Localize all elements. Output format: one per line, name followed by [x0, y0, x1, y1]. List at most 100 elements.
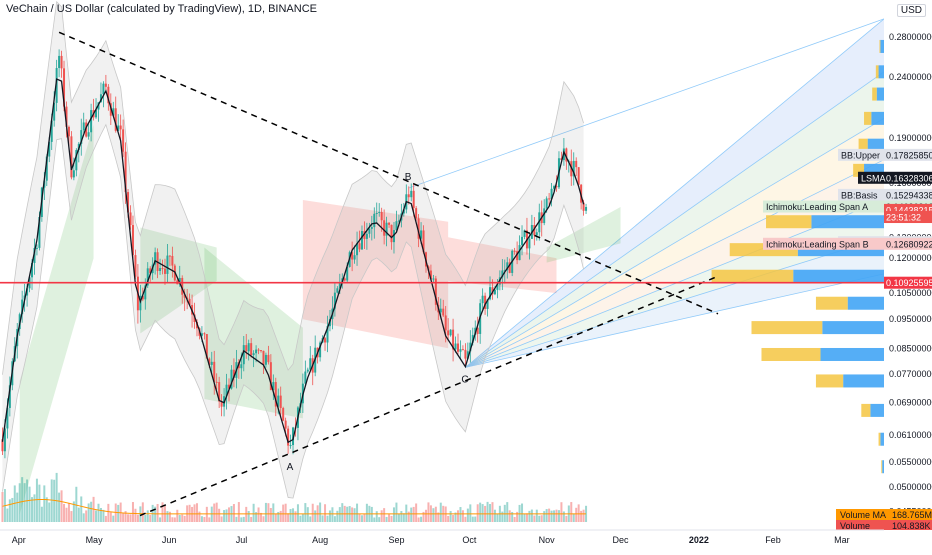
volume-bar: [45, 497, 48, 522]
volume-bar: [58, 492, 61, 522]
volume-bar: [183, 515, 186, 522]
candle-body: [65, 106, 68, 127]
volume-bar: [237, 502, 240, 522]
candle-body: [250, 343, 253, 356]
lsma-line: [1, 78, 585, 444]
volume-bar: [262, 516, 265, 522]
candle-body: [395, 221, 398, 231]
candle-body: [262, 350, 265, 365]
candle-body: [181, 277, 184, 295]
candle-body: [523, 230, 526, 237]
fib-fan-line: [465, 236, 885, 368]
volume-bar: [72, 501, 75, 522]
candle-body: [402, 209, 405, 214]
volume-bar: [85, 510, 88, 522]
point-label-a: A: [287, 462, 294, 473]
vp-bar-up: [858, 138, 868, 152]
candle-body: [548, 198, 551, 200]
candle-body: [351, 252, 354, 260]
candle-body: [585, 206, 588, 211]
vp-bar-up: [815, 296, 848, 310]
candle-body: [53, 102, 56, 121]
time-axis-bg: [0, 530, 932, 550]
volume-bar: [405, 504, 408, 522]
candle-body: [287, 428, 290, 446]
candle-body: [506, 262, 509, 271]
candle-body: [163, 268, 166, 274]
candle-body: [114, 108, 117, 131]
volume-bar: [173, 517, 176, 522]
volume-bar: [80, 496, 83, 522]
volume-bar: [294, 511, 297, 522]
volume-bar: [193, 504, 196, 522]
candle-body: [535, 232, 538, 236]
candle-body: [336, 288, 339, 293]
candle-body: [82, 122, 85, 131]
vp-bar-down: [820, 347, 884, 361]
volume-bar: [188, 504, 191, 522]
candle-body: [60, 55, 63, 69]
y-tick-label: 0.12000000: [889, 253, 932, 263]
volume-bar: [420, 516, 423, 522]
fib-fan-line: [465, 71, 885, 368]
candle-body: [533, 224, 536, 236]
candle-body: [543, 208, 546, 224]
candle-body: [449, 329, 452, 336]
volume-bar: [136, 514, 139, 522]
price-label-value: 0.15294338: [886, 190, 932, 200]
candle-body: [560, 158, 563, 161]
y-tick-label: 0.06100000: [889, 430, 932, 440]
candle-body: [575, 160, 578, 168]
candle-body: [420, 230, 423, 239]
volume-bar: [400, 511, 403, 522]
volume-bar: [181, 514, 184, 522]
candle-body: [26, 288, 29, 296]
x-tick-label: Jun: [162, 535, 177, 545]
candle-body: [452, 329, 455, 350]
volume-bar: [341, 503, 344, 522]
volume-bar: [168, 511, 171, 522]
currency-selector[interactable]: USD: [896, 4, 926, 17]
y-tick-label: 0.05000000: [889, 482, 932, 492]
volume-bar: [454, 512, 457, 522]
volume-bar: [513, 517, 516, 522]
vp-bar-up: [853, 163, 865, 177]
vp-bar-up: [864, 111, 872, 125]
candle-body: [476, 327, 479, 334]
candle-body: [208, 358, 211, 365]
price-label-name-bg: [763, 237, 884, 250]
candle-body: [188, 298, 191, 306]
volume-bar: [90, 501, 93, 522]
candle-body: [95, 109, 98, 118]
volume-bar: [21, 477, 24, 522]
volume-bar: [489, 504, 492, 522]
volume-bar: [501, 511, 504, 522]
volume-bar: [331, 507, 334, 522]
volume-bar: [43, 485, 46, 522]
volume-bar: [213, 503, 216, 522]
volume-bar: [380, 510, 383, 522]
candle-body: [99, 94, 102, 103]
volume-bar: [252, 503, 255, 522]
ichimoku-span-red: [302, 199, 449, 349]
candle-body: [33, 247, 36, 264]
price-label-name: BB:Basis: [841, 190, 878, 200]
candle-body: [171, 255, 174, 266]
ichimoku-span-green: [204, 247, 303, 419]
volume-bar: [208, 517, 211, 522]
x-tick-label: Apr: [12, 535, 26, 545]
candle-body: [260, 350, 263, 352]
price-label-name: LSMA: [861, 173, 886, 183]
vp-bar-down: [793, 269, 884, 283]
price-label-bg: [884, 188, 932, 201]
volume-bar: [272, 503, 275, 522]
volume-bar: [107, 503, 110, 522]
y-tick-label: 0.07700000: [889, 369, 932, 379]
candle-body: [55, 68, 58, 103]
candle-body: [35, 247, 38, 249]
volume-label-value: 168.765M: [892, 510, 932, 520]
volume-bar: [415, 503, 418, 522]
volume-bar: [225, 509, 228, 522]
